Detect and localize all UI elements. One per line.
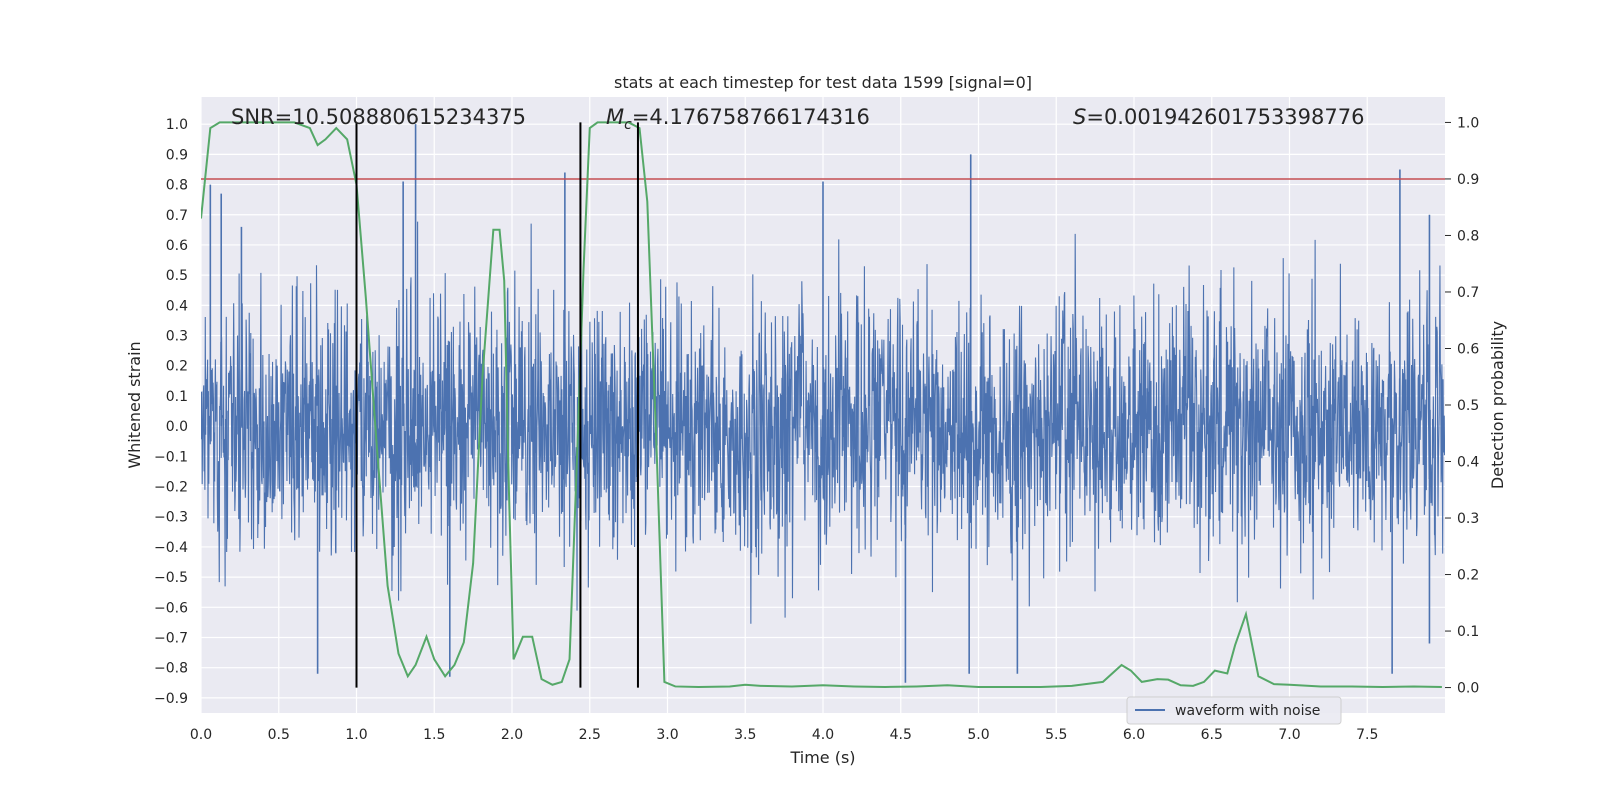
x-axis-label: Time (s) xyxy=(789,748,855,767)
y2-tick-label: 0.2 xyxy=(1457,568,1479,584)
y-tick-label: 0.1 xyxy=(166,389,188,405)
x-tick-label: 2.0 xyxy=(501,727,523,743)
y2-tick-label: 0.6 xyxy=(1457,341,1479,357)
y-axis-label: Whitened strain xyxy=(125,341,144,468)
y-axis-ticks: −0.9 −0.8 −0.7 −0.6 −0.5 −0.4 −0.3 −0.2 −0.1 0.0 0… xyxy=(154,117,188,707)
annotation-s-value: =0.001942601753398776 xyxy=(1086,105,1364,129)
y2-tick-label: 0.7 xyxy=(1457,285,1479,301)
x-tick-label: 7.5 xyxy=(1356,727,1378,743)
y2-tick-label: 0.8 xyxy=(1457,228,1479,244)
y-tick-label: 0.4 xyxy=(166,298,188,314)
x-tick-label: 6.0 xyxy=(1123,727,1145,743)
annotation-s: S=0.001942601753398776 xyxy=(1073,105,1364,129)
y-tick-label: 0.0 xyxy=(166,419,188,435)
probability-series xyxy=(201,121,1442,689)
y-tick-label: −0.9 xyxy=(154,691,188,707)
waveform-series xyxy=(201,124,1445,683)
y2-tick-label: 0.5 xyxy=(1457,398,1479,414)
y-tick-label: −0.7 xyxy=(154,631,188,647)
y2-axis-ticks: 0.0 0.1 0.2 0.3 0.4 0.5 0.6 0.7 0.8 0.9 1.0 xyxy=(1445,115,1479,697)
legend: waveform with noise xyxy=(1126,696,1342,725)
y-tick-label: 0.9 xyxy=(166,147,188,163)
y2-tick-label: 1.0 xyxy=(1457,115,1479,131)
chart-title: stats at each timestep for test data 159… xyxy=(614,73,1032,92)
x-tick-label: 0.0 xyxy=(190,727,212,743)
y-tick-label: −0.5 xyxy=(154,570,188,586)
waveform-line xyxy=(201,219,1445,624)
y2-tick-label: 0.3 xyxy=(1457,511,1479,527)
y-tick-label: −0.2 xyxy=(154,480,188,496)
x-tick-label: 1.0 xyxy=(345,727,367,743)
x-tick-label: 0.5 xyxy=(268,727,290,743)
x-tick-label: 2.5 xyxy=(579,727,601,743)
y-tick-label: 0.3 xyxy=(166,329,188,345)
x-tick-label: 1.5 xyxy=(423,727,445,743)
x-tick-label: 3.0 xyxy=(656,727,678,743)
annotation-mc-symbol: M xyxy=(606,105,624,129)
y-tick-label: 0.2 xyxy=(166,359,188,375)
x-tick-label: 5.5 xyxy=(1045,727,1067,743)
x-tick-label: 4.0 xyxy=(812,727,834,743)
annotation-mc-value: =4.176758766174316 xyxy=(632,105,870,129)
annotation-s-symbol: S xyxy=(1073,105,1086,129)
y-tick-label: 0.5 xyxy=(166,268,188,284)
y-tick-label: 1.0 xyxy=(166,117,188,133)
y-tick-label: 0.8 xyxy=(166,178,188,194)
y-tick-label: −0.4 xyxy=(154,540,188,556)
y2-axis-label: Detection probability xyxy=(1488,321,1507,489)
x-tick-label: 7.0 xyxy=(1278,727,1300,743)
x-tick-label: 5.0 xyxy=(967,727,989,743)
x-axis-ticks: 0.0 0.5 1.0 1.5 2.0 2.5 3.0 3.5 4.0 4.5 5.0 5.5 6.0 6… xyxy=(190,727,1379,743)
annotation-mc: Mc=4.176758766174316 xyxy=(606,105,870,133)
y2-tick-label: 0.0 xyxy=(1457,681,1479,697)
y2-tick-label: 0.9 xyxy=(1457,172,1479,188)
probability-line xyxy=(201,121,1442,689)
y2-tick-label: 0.1 xyxy=(1457,624,1479,640)
y-tick-label: −0.6 xyxy=(154,600,188,616)
y-tick-label: −0.1 xyxy=(154,449,188,465)
x-tick-label: 4.5 xyxy=(890,727,912,743)
x-tick-label: 6.5 xyxy=(1201,727,1223,743)
vertical-lines xyxy=(355,122,639,688)
y-tick-label: 0.6 xyxy=(166,238,188,254)
x-tick-label: 3.5 xyxy=(734,727,756,743)
legend-label: waveform with noise xyxy=(1175,703,1320,719)
legend-box xyxy=(1126,696,1342,725)
y-tick-label: 0.7 xyxy=(166,208,188,224)
y2-tick-label: 0.4 xyxy=(1457,455,1479,471)
annotation-mc-sub: c xyxy=(624,117,632,133)
annotation-snr: SNR=10.508880615234375 xyxy=(231,105,526,129)
y-tick-label: −0.8 xyxy=(154,661,188,677)
y-tick-label: −0.3 xyxy=(154,510,188,526)
